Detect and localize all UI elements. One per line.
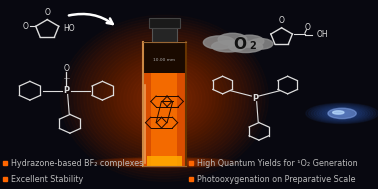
Bar xyxy=(149,73,186,166)
Bar xyxy=(146,73,186,166)
Ellipse shape xyxy=(94,158,234,167)
Text: O: O xyxy=(22,22,28,31)
Ellipse shape xyxy=(135,160,193,165)
Text: O: O xyxy=(234,37,246,52)
Ellipse shape xyxy=(322,108,362,119)
Bar xyxy=(147,156,182,166)
Text: OH: OH xyxy=(316,30,328,40)
Text: HO: HO xyxy=(63,24,75,33)
Text: Excellent Stability: Excellent Stability xyxy=(11,175,83,184)
Text: O: O xyxy=(279,16,285,25)
Ellipse shape xyxy=(130,160,198,165)
Ellipse shape xyxy=(156,162,173,163)
Ellipse shape xyxy=(328,108,356,119)
Bar xyxy=(147,73,186,166)
Bar xyxy=(152,28,177,42)
Bar xyxy=(143,73,186,166)
Ellipse shape xyxy=(105,158,224,167)
Ellipse shape xyxy=(115,159,214,166)
Ellipse shape xyxy=(328,109,356,117)
Bar xyxy=(145,73,186,166)
Bar xyxy=(147,73,186,166)
Ellipse shape xyxy=(161,162,168,163)
Ellipse shape xyxy=(317,106,367,121)
Text: O: O xyxy=(44,8,50,17)
Ellipse shape xyxy=(203,36,235,49)
Bar xyxy=(141,41,187,167)
Text: 2: 2 xyxy=(249,41,256,51)
Ellipse shape xyxy=(308,104,376,123)
Text: O: O xyxy=(305,23,310,32)
Bar xyxy=(149,73,186,166)
Ellipse shape xyxy=(146,161,183,164)
Bar xyxy=(155,73,186,166)
Bar xyxy=(151,73,186,166)
Bar xyxy=(148,73,186,166)
Bar xyxy=(143,73,186,166)
Bar xyxy=(150,73,186,166)
Ellipse shape xyxy=(120,160,209,166)
Bar xyxy=(153,73,186,166)
Text: O: O xyxy=(63,64,69,74)
Ellipse shape xyxy=(229,41,263,53)
Text: 10.00 mm: 10.00 mm xyxy=(153,58,175,62)
Ellipse shape xyxy=(218,33,247,45)
Ellipse shape xyxy=(306,103,378,124)
Ellipse shape xyxy=(314,105,370,121)
Bar xyxy=(151,73,178,166)
Ellipse shape xyxy=(141,161,188,164)
Ellipse shape xyxy=(325,109,359,118)
Ellipse shape xyxy=(336,112,348,115)
Bar xyxy=(152,73,186,166)
Bar xyxy=(152,73,186,166)
Ellipse shape xyxy=(212,41,246,52)
Bar xyxy=(143,73,186,166)
Bar xyxy=(150,73,186,166)
Bar xyxy=(154,73,186,166)
Text: High Quantum Yields for ¹O₂ Generation: High Quantum Yields for ¹O₂ Generation xyxy=(197,159,358,168)
Ellipse shape xyxy=(90,157,239,168)
Bar xyxy=(144,73,186,166)
Bar xyxy=(149,18,180,28)
Ellipse shape xyxy=(333,111,351,116)
Ellipse shape xyxy=(100,158,229,167)
Bar xyxy=(145,73,186,166)
Ellipse shape xyxy=(319,107,365,120)
Ellipse shape xyxy=(311,105,373,122)
Ellipse shape xyxy=(333,111,344,114)
Ellipse shape xyxy=(235,35,264,47)
Ellipse shape xyxy=(151,162,178,163)
Bar xyxy=(155,73,186,166)
Text: P: P xyxy=(63,86,69,95)
Ellipse shape xyxy=(110,159,219,166)
Bar xyxy=(143,42,186,73)
Text: Hydrazone-based BF₂ complexes: Hydrazone-based BF₂ complexes xyxy=(11,159,143,168)
Ellipse shape xyxy=(249,39,273,49)
Text: Photooxygenation on Preparative Scale: Photooxygenation on Preparative Scale xyxy=(197,175,356,184)
Ellipse shape xyxy=(125,160,203,165)
Text: P: P xyxy=(252,94,258,103)
Ellipse shape xyxy=(330,110,354,117)
